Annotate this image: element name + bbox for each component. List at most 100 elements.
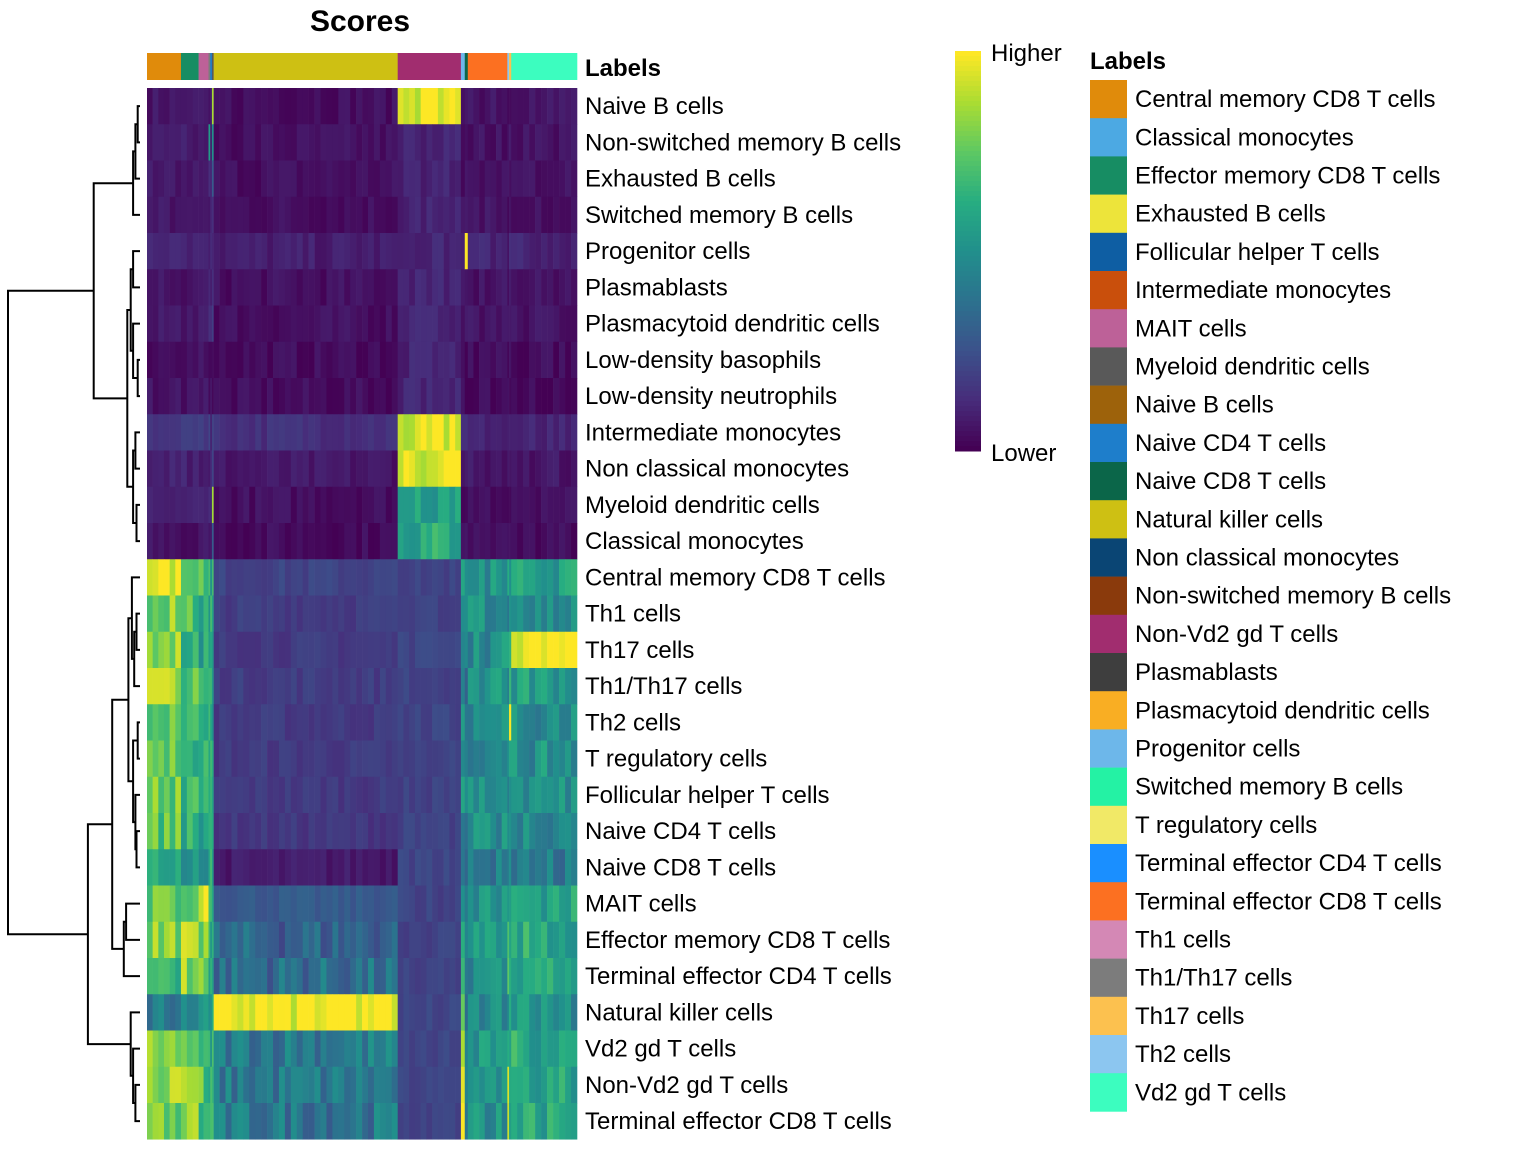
heatmap-cell [535, 813, 542, 850]
heatmap-cell [517, 885, 524, 923]
colorbar-segment [955, 276, 981, 282]
heatmap-cell [391, 813, 398, 850]
heatmap-cell [225, 1030, 232, 1068]
heatmap-cell [464, 269, 469, 306]
heatmap-cell [553, 813, 560, 850]
heatmap-cell [385, 88, 393, 125]
heatmap-cell [302, 1030, 309, 1068]
heatmap-cell [158, 994, 165, 1031]
heatmap-cell [192, 196, 199, 234]
heatmap-cell [432, 813, 439, 850]
heatmap-cell [163, 958, 170, 995]
heatmap-cell [356, 233, 363, 270]
heatmap-cell [192, 124, 199, 161]
heatmap-cell [553, 305, 560, 343]
heatmap-cell [210, 776, 213, 814]
heatmap-cell [464, 124, 469, 161]
heatmap-cell [473, 776, 480, 814]
heatmap-cell [290, 486, 298, 524]
heatmap-cell [338, 885, 345, 923]
heatmap-cell [203, 740, 209, 778]
heatmap-cell [147, 740, 153, 778]
heatmap-cell [261, 631, 268, 669]
heatmap-cell [213, 958, 220, 995]
heatmap-cell [559, 269, 566, 306]
heatmap-cell [385, 233, 393, 270]
colorbar-high-label: Higher [991, 40, 1062, 67]
heatmap-cell [565, 595, 572, 633]
heatmap-cell [163, 414, 170, 451]
heatmap-cell [414, 160, 421, 198]
heatmap-cell [403, 559, 410, 596]
heatmap-cell [517, 740, 524, 778]
heatmap-cell [553, 921, 560, 959]
heatmap-cell [379, 1030, 387, 1068]
heatmap-cell [501, 921, 508, 959]
heatmap-cell [523, 341, 530, 379]
heatmap-cell [152, 305, 159, 343]
heatmap-cell [455, 341, 462, 379]
heatmap-cell [225, 269, 232, 306]
heatmap-cell [198, 921, 204, 959]
heatmap-cell [571, 813, 578, 850]
heatmap-cell [553, 776, 560, 814]
heatmap-cell [501, 269, 508, 306]
heatmap-cell [278, 160, 286, 198]
heatmap-cell [326, 921, 333, 959]
heatmap-cell [261, 88, 268, 125]
heatmap-cell [284, 269, 292, 306]
heatmap-cell [203, 341, 209, 379]
heatmap-cell [511, 269, 518, 306]
heatmap-cell [192, 668, 199, 705]
heatmap-cell [501, 196, 508, 234]
annotation-segment [210, 53, 213, 80]
heatmap-cell [314, 1066, 321, 1104]
heatmap-cell [267, 704, 274, 741]
heatmap-cell [379, 1103, 387, 1140]
heatmap-cell [467, 1103, 474, 1140]
heatmap-cell [414, 378, 421, 415]
heatmap-cell [507, 740, 510, 778]
heatmap-cell [203, 958, 209, 995]
heatmap-cell [290, 341, 298, 379]
heatmap-cell [403, 631, 410, 669]
annotation-segment [397, 53, 462, 80]
heatmap-cell [397, 196, 404, 234]
heatmap-cell [484, 341, 491, 379]
heatmap-cell [211, 486, 214, 524]
heatmap-cell [198, 885, 204, 923]
heatmap-cell [420, 341, 427, 379]
heatmap-cell [535, 849, 542, 886]
heatmap-cell [432, 994, 439, 1031]
heatmap-cell [467, 885, 474, 923]
heatmap-cell [511, 740, 518, 778]
heatmap-cell [320, 668, 327, 705]
heatmap-cell [326, 776, 333, 814]
heatmap-cell [308, 776, 315, 814]
heatmap-cell [186, 124, 194, 161]
heatmap-cell [278, 1066, 286, 1104]
heatmap-cell [368, 378, 375, 415]
heatmap-cell [211, 849, 214, 886]
heatmap-cell [249, 378, 256, 415]
heatmap-cell [356, 196, 363, 234]
heatmap-cell [362, 160, 369, 198]
heatmap-cell [152, 1066, 159, 1104]
heatmap-cell [175, 486, 182, 524]
heatmap-cell [484, 559, 491, 596]
heatmap-cell [553, 1030, 560, 1068]
heatmap-cell [409, 414, 416, 451]
heatmap-cell [479, 305, 486, 343]
heatmap-cell [350, 668, 357, 705]
heatmap-cell [225, 958, 232, 995]
heatmap-cell [473, 414, 480, 451]
heatmap-cell [255, 849, 262, 886]
heatmap-cell [420, 305, 427, 343]
heatmap-cell [464, 305, 469, 343]
heatmap-cell [326, 885, 333, 923]
heatmap-cell [186, 523, 194, 560]
heatmap-cell [302, 813, 309, 850]
heatmap-cell [225, 595, 232, 633]
heatmap-cell [267, 1103, 274, 1140]
heatmap-cell [308, 1066, 315, 1104]
